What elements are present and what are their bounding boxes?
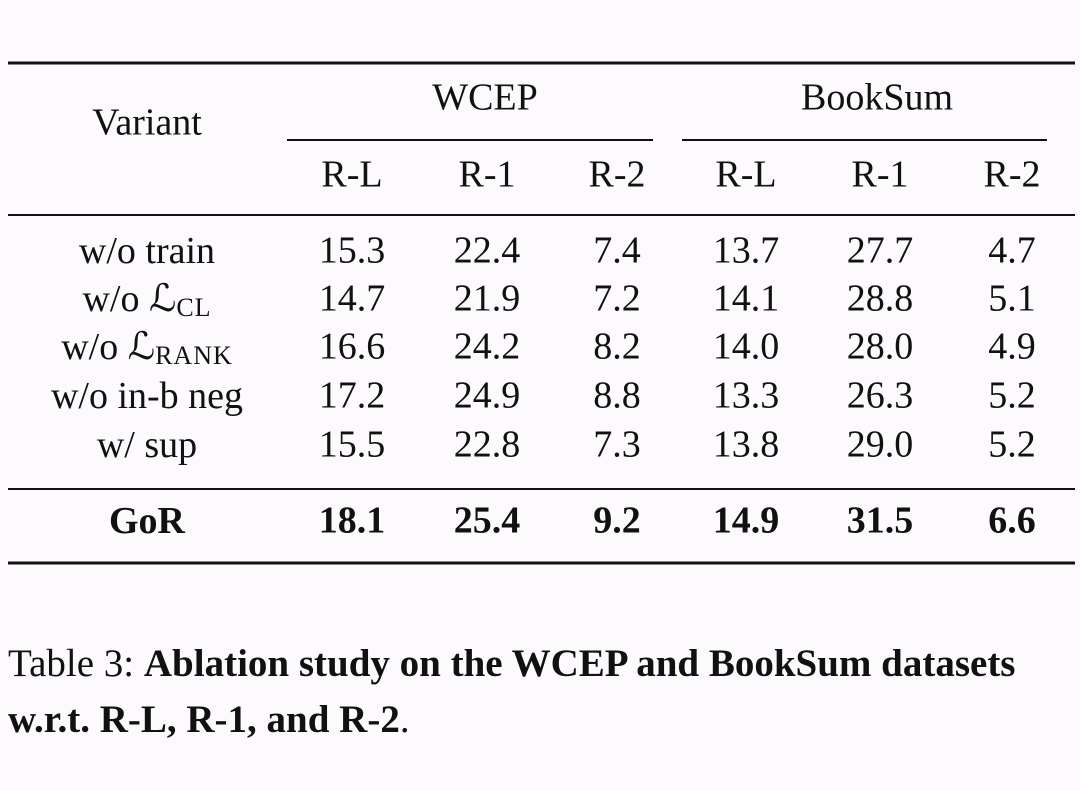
column-header: R-2: [984, 154, 1041, 196]
cell: 15.3: [319, 230, 386, 272]
cell: 14.7: [319, 278, 386, 320]
row-label: w/o in-b neg: [51, 375, 243, 417]
column-header: R-1: [852, 154, 909, 196]
row-label: w/o train: [79, 230, 215, 272]
cell: 31.5: [847, 500, 914, 542]
cell: 4.7: [988, 230, 1036, 272]
row-label-text: GoR: [109, 500, 186, 542]
cell: 14.1: [713, 278, 780, 320]
row-label-text: w/o in-b neg: [51, 375, 243, 417]
row-label-text: w/o ℒ: [82, 278, 176, 320]
cell: 18.1: [319, 500, 386, 542]
column-header: R-2: [589, 154, 646, 196]
cell: 22.4: [454, 230, 521, 272]
cell: 22.8: [454, 424, 521, 466]
cell: 6.6: [988, 500, 1036, 542]
caption-end: .: [399, 698, 410, 741]
row-label-subscript: CL: [176, 293, 211, 322]
table: Variant WCEP BookSum R-L R-1 R-2 R-L R-1 R-2 w/o…: [8, 61, 1075, 565]
caption-text: Ablation study on the WCEP and BookSum d…: [8, 642, 1016, 741]
row-label: GoR: [109, 500, 186, 542]
cell: 25.4: [454, 500, 521, 542]
row-label: w/ sup: [97, 424, 197, 466]
cell: 14.0: [713, 326, 780, 368]
column-header: R-L: [715, 154, 776, 196]
cell: 7.4: [593, 230, 641, 272]
cell: 8.8: [593, 375, 641, 417]
cell: 7.2: [593, 278, 641, 320]
row-label: w/o ℒRANK: [61, 326, 233, 370]
row-label-text: w/o train: [79, 230, 215, 272]
cell: 27.7: [847, 230, 914, 272]
cell: 24.2: [454, 326, 521, 368]
group-header: BookSum: [801, 77, 953, 119]
cell: 28.8: [847, 278, 914, 320]
corner-header: Variant: [92, 102, 202, 144]
cell: 15.5: [319, 424, 386, 466]
cell: 4.9: [988, 326, 1036, 368]
group-header: WCEP: [432, 77, 538, 119]
cell: 8.2: [593, 326, 641, 368]
cell: 5.2: [988, 375, 1036, 417]
cell: 5.2: [988, 424, 1036, 466]
cell: 9.2: [593, 500, 641, 542]
cell: 21.9: [454, 278, 521, 320]
row-label-text: w/o ℒ: [61, 326, 155, 368]
row-label-subscript: RANK: [155, 341, 233, 370]
cell: 28.0: [847, 326, 914, 368]
cell: 29.0: [847, 424, 914, 466]
cell: 13.8: [713, 424, 780, 466]
cell: 7.3: [593, 424, 641, 466]
cell: 24.9: [454, 375, 521, 417]
cell: 26.3: [847, 375, 914, 417]
cell: 13.7: [713, 230, 780, 272]
cell: 16.6: [319, 326, 386, 368]
row-label-text: w/ sup: [97, 424, 197, 466]
cell: 5.1: [988, 278, 1036, 320]
column-header: R-L: [321, 154, 382, 196]
cell: 17.2: [319, 375, 386, 417]
caption: Table 3: Ablation study on the WCEP and …: [8, 636, 1076, 748]
cell: 14.9: [713, 500, 780, 542]
caption-label: Table 3:: [8, 642, 135, 685]
cell: 13.3: [713, 375, 780, 417]
row-label: w/o ℒCL: [82, 278, 211, 322]
column-header: R-1: [459, 154, 516, 196]
